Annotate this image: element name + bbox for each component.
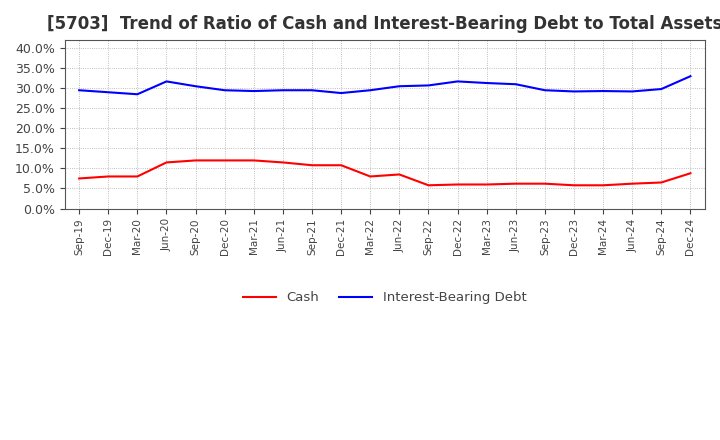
Interest-Bearing Debt [482,81,491,86]
Interest-Bearing Debt [454,79,462,84]
Interest-Bearing Debt [599,88,608,94]
Interest-Bearing Debt [162,79,171,84]
Cash [366,174,374,179]
Cash [454,182,462,187]
Interest-Bearing Debt [133,92,142,97]
Interest-Bearing Debt [686,73,695,79]
Cash [628,181,636,186]
Cash [104,174,112,179]
Interest-Bearing Debt [337,90,346,95]
Line: Interest-Bearing Debt: Interest-Bearing Debt [79,76,690,94]
Cash [599,183,608,188]
Interest-Bearing Debt [220,88,229,93]
Interest-Bearing Debt [541,88,549,93]
Interest-Bearing Debt [424,83,433,88]
Cash [75,176,84,181]
Cash [686,171,695,176]
Interest-Bearing Debt [279,88,287,93]
Interest-Bearing Debt [192,84,200,89]
Cash [220,158,229,163]
Interest-Bearing Debt [628,89,636,94]
Interest-Bearing Debt [395,84,404,89]
Interest-Bearing Debt [307,88,316,93]
Cash [657,180,666,185]
Interest-Bearing Debt [250,88,258,94]
Cash [337,163,346,168]
Interest-Bearing Debt [511,81,520,87]
Cash [192,158,200,163]
Interest-Bearing Debt [75,88,84,93]
Interest-Bearing Debt [104,90,112,95]
Cash [395,172,404,177]
Cash [307,163,316,168]
Cash [279,160,287,165]
Cash [424,183,433,188]
Title: [5703]  Trend of Ratio of Cash and Interest-Bearing Debt to Total Assets: [5703] Trend of Ratio of Cash and Intere… [47,15,720,33]
Interest-Bearing Debt [657,86,666,92]
Cash [541,181,549,186]
Interest-Bearing Debt [570,89,578,94]
Interest-Bearing Debt [366,88,374,93]
Cash [162,160,171,165]
Cash [511,181,520,186]
Cash [133,174,142,179]
Legend: Cash, Interest-Bearing Debt: Cash, Interest-Bearing Debt [238,286,532,309]
Cash [570,183,578,188]
Line: Cash: Cash [79,161,690,185]
Cash [482,182,491,187]
Cash [250,158,258,163]
